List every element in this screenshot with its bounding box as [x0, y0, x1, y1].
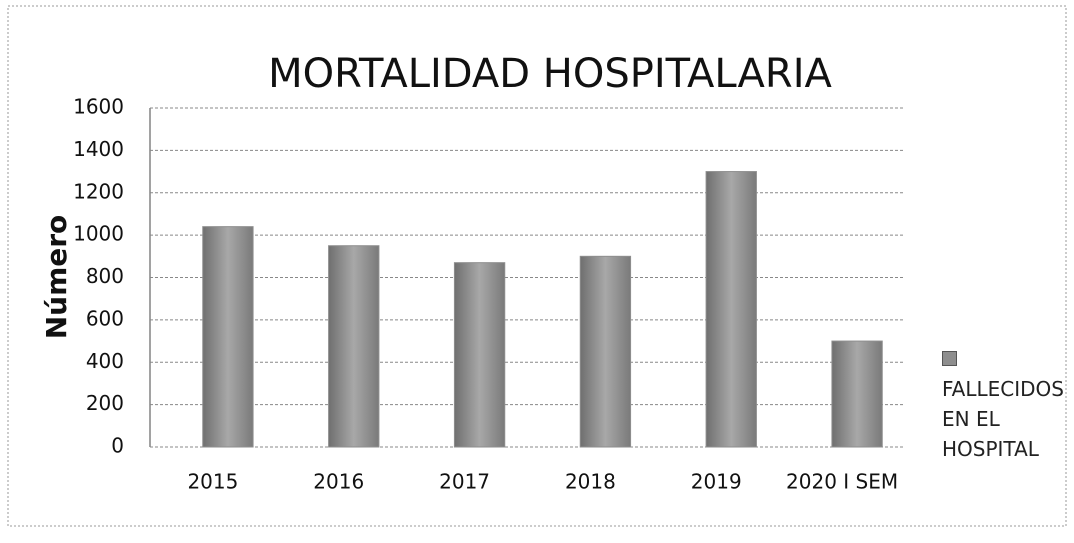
chart-title: MORTALIDAD HOSPITALARIA [268, 51, 832, 97]
y-tick-label: 0 [111, 434, 124, 458]
y-tick-label: 1000 [73, 222, 124, 246]
y-axis-label: Número [40, 215, 73, 340]
x-tick-label: 2020 I SEM [786, 470, 898, 494]
y-tick-label: 1400 [73, 137, 124, 161]
bar [202, 226, 254, 448]
x-tick-label: 2017 [439, 470, 490, 494]
x-tick-label: 2015 [187, 470, 238, 494]
x-tick-label: 2019 [691, 470, 742, 494]
y-tick-label: 600 [86, 306, 124, 330]
bar [453, 262, 506, 448]
x-tick-label: 2018 [565, 470, 616, 494]
legend-swatch [942, 351, 957, 366]
legend: FALLECIDOS EN EL HOSPITAL [942, 344, 1064, 464]
bar [579, 255, 632, 448]
y-tick-label: 400 [86, 349, 124, 373]
legend-label: FALLECIDOS EN EL HOSPITAL [942, 377, 1064, 461]
bar [831, 340, 883, 448]
y-tick-label: 1200 [73, 179, 124, 203]
bar [328, 245, 380, 448]
y-tick-label: 1600 [73, 95, 124, 119]
y-tick-label: 200 [86, 391, 124, 415]
chart-border [7, 5, 1067, 527]
bar [705, 171, 757, 448]
y-tick-label: 800 [86, 264, 124, 288]
x-tick-label: 2016 [313, 470, 364, 494]
